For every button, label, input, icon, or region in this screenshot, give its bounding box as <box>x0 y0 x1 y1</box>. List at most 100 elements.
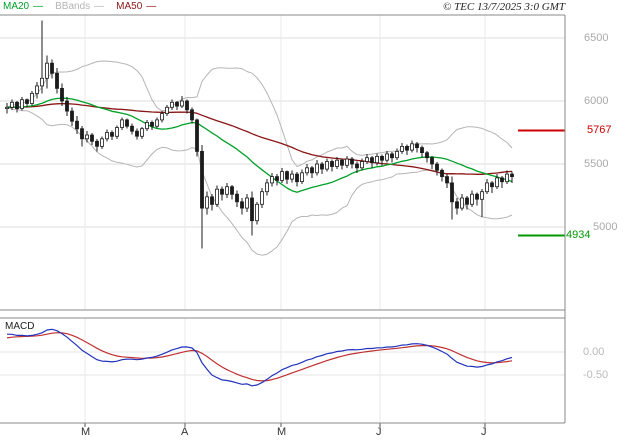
candle-body <box>15 101 19 110</box>
candle-body <box>445 176 449 184</box>
candle-body <box>35 85 39 94</box>
macd-axis-label: -0.50 <box>583 369 609 381</box>
candle-body <box>125 119 129 127</box>
candle-body <box>55 72 59 89</box>
candle-body <box>470 193 474 205</box>
candle-body <box>60 88 64 102</box>
candle-body <box>135 130 139 137</box>
legend-ma20-label: MA20 <box>3 1 30 12</box>
candle-body <box>65 100 69 112</box>
month-label: M <box>81 426 91 438</box>
candle-body <box>100 138 104 147</box>
candle-body <box>410 143 414 151</box>
candle-body <box>315 163 319 174</box>
candle-body <box>155 119 159 127</box>
candle-body <box>300 172 304 183</box>
month-label: A <box>181 426 189 438</box>
price-axis-label: 5500 <box>584 158 609 170</box>
candle-body <box>385 153 389 161</box>
support-level-label: 4934 <box>566 229 591 242</box>
candle-body <box>205 196 209 209</box>
ma50-line-swatch: — <box>146 1 157 12</box>
candle-body <box>30 93 34 104</box>
candle-body <box>250 197 254 222</box>
candle-body <box>275 176 279 181</box>
candle-body <box>215 188 219 205</box>
candle-body <box>130 125 134 132</box>
candle-body <box>50 62 54 74</box>
candle-body <box>485 182 489 193</box>
candle-body <box>80 128 84 140</box>
candle-body <box>450 182 454 203</box>
candle-body <box>285 171 289 180</box>
macd-signal-line <box>6 332 513 382</box>
candle-body <box>70 110 74 122</box>
price-axis-label: 5000 <box>593 221 618 233</box>
candle-body <box>235 193 239 203</box>
candle-body <box>460 197 464 209</box>
candle-body <box>225 186 229 195</box>
bollinger-upper-band <box>6 60 513 167</box>
candle-body <box>480 191 484 200</box>
candle-body <box>345 158 349 166</box>
candle-body <box>230 186 234 195</box>
candle-body <box>95 140 99 147</box>
candle-body <box>165 106 169 115</box>
copyright-text: © TEC 13/7/2025 3:0 GMT <box>442 1 565 13</box>
candle-body <box>160 113 164 121</box>
candle-body <box>495 177 499 188</box>
candle-body <box>105 132 109 140</box>
candle-body <box>325 161 329 170</box>
candle-body <box>195 119 199 152</box>
candle-body <box>390 153 394 159</box>
legend-bbands: BBands — <box>55 1 104 12</box>
month-label: J <box>481 426 487 438</box>
candle-body <box>435 163 439 171</box>
candle-body <box>395 150 399 159</box>
month-label: M <box>277 426 287 438</box>
candle-body <box>170 101 174 108</box>
ma20-line-swatch: — <box>33 1 44 12</box>
candle-body <box>365 157 369 162</box>
candle-body <box>75 120 79 130</box>
candle-body <box>425 152 429 159</box>
candle-body <box>400 145 404 152</box>
legend-ma50: MA50— <box>116 1 156 12</box>
candle-body <box>475 193 479 200</box>
candle-body <box>255 203 259 222</box>
candle-body <box>10 101 14 108</box>
candle-body <box>350 158 354 165</box>
candle-body <box>45 62 49 79</box>
candle-body <box>340 159 344 166</box>
candle-body <box>260 191 264 205</box>
bbands-line-swatch: — <box>94 1 105 12</box>
candle-body <box>180 100 184 107</box>
candle-body <box>455 201 459 209</box>
candle-body <box>90 134 94 142</box>
candle-body <box>420 147 424 154</box>
candle-body <box>220 188 224 195</box>
candle-body <box>5 106 9 110</box>
candle-body <box>415 143 419 149</box>
chart-legend: MA20— BBands — MA50— <box>3 1 156 12</box>
candle-body <box>465 197 469 205</box>
candle-body <box>360 161 364 169</box>
candle-body <box>200 150 204 209</box>
candle-body <box>295 173 299 183</box>
candle-body <box>115 127 119 137</box>
candle-body <box>490 182 494 188</box>
candle-body <box>145 122 149 130</box>
candle-body <box>430 157 434 165</box>
candle-body <box>85 134 89 140</box>
legend-ma20: MA20— <box>3 1 43 12</box>
price-axis-label: 6000 <box>584 95 609 107</box>
candle-body <box>320 163 324 170</box>
candle-body <box>185 100 189 111</box>
candle-body <box>240 201 244 209</box>
resistance-level-label: 5767 <box>587 124 612 137</box>
candle-body <box>270 176 274 184</box>
candle-body <box>510 173 514 178</box>
candle-body <box>290 173 294 180</box>
candle-body <box>355 163 359 169</box>
